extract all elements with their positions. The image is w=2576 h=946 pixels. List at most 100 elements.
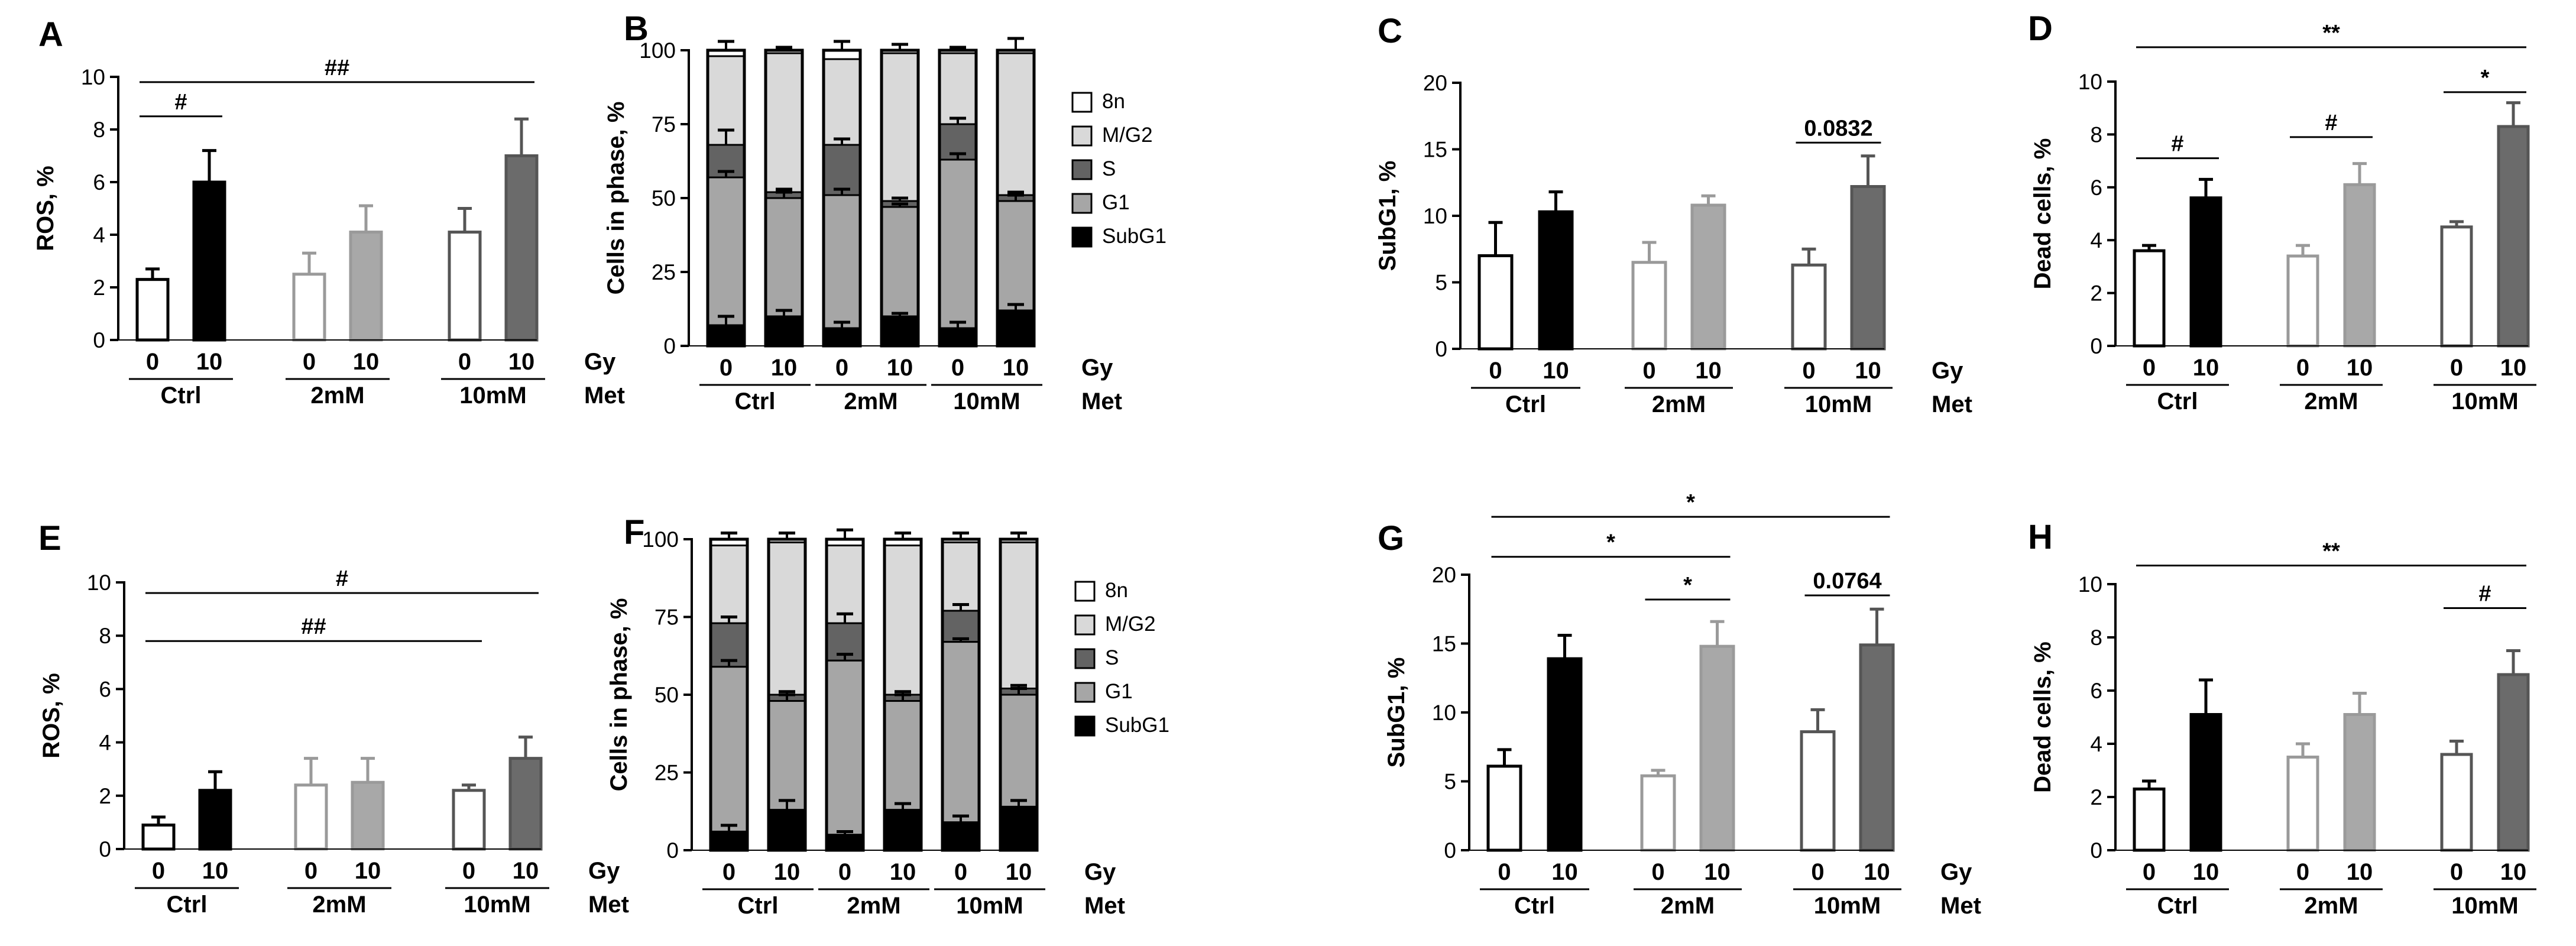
stack-segment-g1 bbox=[880, 206, 919, 318]
bar bbox=[504, 154, 539, 342]
y-tick-label: 10 bbox=[2078, 572, 2102, 597]
dose-label: 0 bbox=[1651, 859, 1664, 885]
bar bbox=[1859, 643, 1895, 852]
stack-segment-subg1 bbox=[880, 315, 919, 347]
stack-segment-g1 bbox=[938, 158, 977, 329]
legend-swatch bbox=[1074, 715, 1096, 737]
bar bbox=[1791, 263, 1827, 351]
y-axis-title: ROS, % bbox=[33, 166, 59, 251]
stack-segment-subg1 bbox=[709, 830, 749, 851]
group-axis-title: Met bbox=[584, 383, 625, 409]
y-tick-label: 2 bbox=[99, 784, 111, 808]
y-tick-label: 0 bbox=[663, 334, 676, 358]
legend-swatch bbox=[1071, 159, 1093, 180]
group-label: 2mM bbox=[847, 893, 900, 919]
dose-label: 10 bbox=[2500, 355, 2527, 381]
group-label: 10mM bbox=[459, 383, 526, 409]
y-tick-label: 8 bbox=[2090, 626, 2102, 650]
legend-swatch bbox=[1071, 193, 1093, 214]
legend-label: S bbox=[1102, 157, 1116, 180]
significance-label: ** bbox=[2322, 21, 2340, 46]
dose-label: 10 bbox=[887, 355, 913, 381]
legend-swatch bbox=[1071, 92, 1093, 113]
group-label: Ctrl bbox=[161, 383, 202, 409]
dose-label: 10 bbox=[2500, 859, 2527, 885]
dose-label: 0 bbox=[1811, 859, 1824, 885]
dose-label: 0 bbox=[304, 858, 317, 884]
panel-g: G 0 5 10 15 20 SubG1, % 0 10 0 10 0 10 Gy Ctrl 2mM 10mM M… bbox=[1378, 490, 1981, 919]
y-axis-title: SubG1, % bbox=[1383, 657, 1409, 768]
dose-axis-title: Gy bbox=[1081, 355, 1113, 381]
y-tick-label: 10 bbox=[2078, 70, 2102, 94]
dose-label: 0 bbox=[152, 858, 165, 884]
bar bbox=[294, 783, 328, 851]
group-label: Ctrl bbox=[1505, 391, 1546, 417]
y-tick-label: 8 bbox=[99, 624, 111, 648]
stack-segment-g1 bbox=[883, 700, 922, 811]
significance-label: * bbox=[2481, 66, 2490, 90]
group-label: 2mM bbox=[312, 892, 366, 918]
y-tick-label: 50 bbox=[654, 683, 679, 707]
group-axis-title: Met bbox=[588, 892, 629, 918]
bar bbox=[2343, 713, 2376, 852]
stack-segment-g1 bbox=[941, 641, 980, 824]
stack-segment-g1 bbox=[709, 666, 749, 832]
legend-label: G1 bbox=[1102, 191, 1130, 214]
stack-segment-subg1 bbox=[941, 821, 980, 851]
y-tick-label: 8 bbox=[2090, 122, 2102, 147]
dose-label: 10 bbox=[202, 858, 229, 884]
stack-segment-subg1 bbox=[938, 327, 977, 347]
legend-label: SubG1 bbox=[1105, 714, 1169, 737]
stack-segment-mg2 bbox=[999, 541, 1038, 689]
y-tick-label: 20 bbox=[1432, 563, 1456, 587]
dose-label: 10 bbox=[2193, 859, 2219, 885]
group-axis-title: Met bbox=[1084, 893, 1125, 919]
y-tick-label: 25 bbox=[652, 260, 676, 284]
bar bbox=[349, 231, 383, 342]
stack-segment-g1 bbox=[764, 197, 803, 318]
bar bbox=[452, 789, 486, 851]
dose-label: 10 bbox=[774, 859, 801, 885]
y-tick-label: 10 bbox=[81, 65, 105, 89]
significance-label: * bbox=[1686, 490, 1695, 515]
stack-segment-subg1 bbox=[825, 834, 864, 851]
y-axis-title: ROS, % bbox=[38, 673, 64, 758]
y-axis-title: Cells in phase, % bbox=[603, 102, 629, 295]
y-tick-label: 2 bbox=[93, 276, 105, 300]
stack-segment-s bbox=[941, 610, 980, 643]
group-label: 10mM bbox=[1814, 893, 1881, 919]
bar bbox=[1640, 774, 1676, 852]
significance-label: * bbox=[1683, 573, 1692, 598]
y-tick-label: 2 bbox=[2090, 281, 2102, 306]
bar bbox=[1486, 764, 1522, 852]
bar bbox=[1538, 210, 1574, 351]
dose-label: 10 bbox=[353, 349, 380, 375]
stack-segment-mg2 bbox=[767, 541, 806, 696]
significance-label: 0.0832 bbox=[1804, 116, 1872, 141]
y-tick-label: 10 bbox=[1423, 204, 1447, 228]
panel-label: B bbox=[624, 9, 649, 48]
stack-segment-mg2 bbox=[764, 52, 803, 193]
bar bbox=[1547, 657, 1583, 852]
y-tick-label: 0 bbox=[99, 837, 111, 861]
group-label: 2mM bbox=[2304, 388, 2358, 414]
y-tick-label: 6 bbox=[2090, 176, 2102, 200]
stack-segment-g1 bbox=[999, 694, 1038, 808]
bar bbox=[508, 757, 543, 851]
stack-segment-subg1 bbox=[764, 315, 803, 347]
stack-segment-g1 bbox=[822, 194, 861, 329]
stack-segment-subg1 bbox=[707, 324, 746, 347]
legend-label: 8n bbox=[1105, 579, 1128, 602]
dose-label: 10 bbox=[2347, 859, 2373, 885]
dose-label: 10 bbox=[1003, 355, 1029, 381]
stack-segment-subg1 bbox=[999, 805, 1038, 851]
dose-label: 0 bbox=[1802, 358, 1815, 384]
legend-label: G1 bbox=[1105, 680, 1133, 703]
bar bbox=[2497, 125, 2530, 348]
y-tick-label: 5 bbox=[1435, 271, 1447, 295]
stack-segment-subg1 bbox=[822, 327, 861, 347]
dose-axis-title: Gy bbox=[1940, 859, 1972, 885]
